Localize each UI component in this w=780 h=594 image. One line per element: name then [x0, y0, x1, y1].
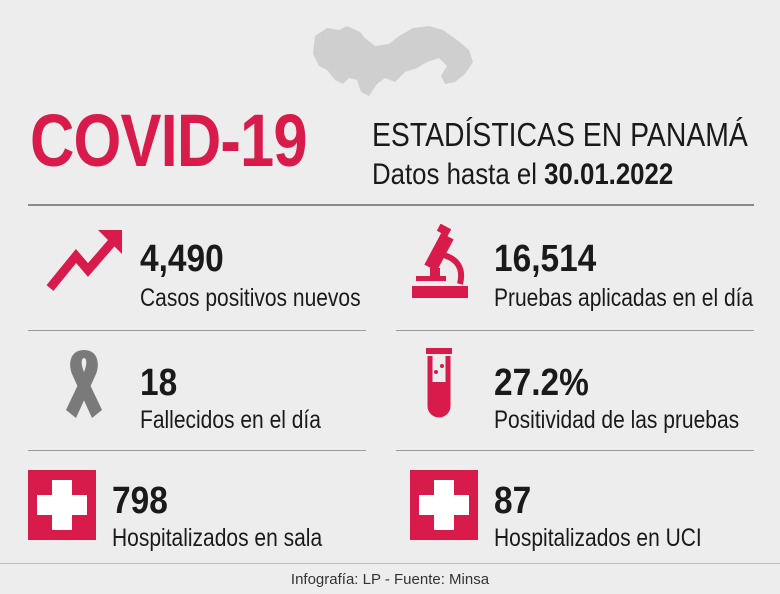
header-divider [28, 204, 754, 206]
date-value: 30.01.2022 [544, 158, 674, 191]
row-divider [28, 330, 366, 331]
stat-label-ward: Hospitalizados en sala [112, 524, 323, 552]
ribbon-icon [66, 350, 102, 418]
test-tube-icon [426, 348, 452, 418]
stat-label-new-cases: Casos positivos nuevos [140, 284, 361, 312]
stat-label-positivity: Positividad de las pruebas [494, 406, 740, 434]
stat-value-deaths: 18 [140, 362, 178, 404]
row-divider [28, 450, 366, 451]
row-divider [396, 330, 754, 331]
stat-value-tests: 16,514 [494, 238, 597, 280]
stat-value-new-cases: 4,490 [140, 238, 224, 280]
panama-map-icon [313, 26, 473, 96]
stat-value-ward: 798 [112, 480, 168, 522]
date-line: Datos hasta el 30.01.2022 [372, 160, 673, 190]
subtitle: ESTADÍSTICAS EN PANAMÁ [372, 116, 748, 153]
medical-cross-icon [28, 470, 96, 540]
medical-cross-icon [410, 470, 478, 540]
stat-label-deaths: Fallecidos en el día [140, 406, 321, 434]
page-title: COVID-19 [30, 99, 307, 182]
stat-value-icu: 87 [494, 480, 532, 522]
row-divider [396, 450, 754, 451]
date-prefix: Datos hasta el [372, 158, 537, 191]
stat-value-positivity: 27.2% [494, 362, 589, 404]
footer-credit: Infografía: LP - Fuente: Minsa [290, 571, 490, 588]
footer-divider [0, 563, 780, 564]
microscope-icon [412, 224, 468, 298]
trend-up-arrow-icon [46, 230, 122, 291]
stat-label-icu: Hospitalizados en UCI [494, 524, 702, 552]
stat-label-tests: Pruebas aplicadas en el día [494, 284, 754, 312]
